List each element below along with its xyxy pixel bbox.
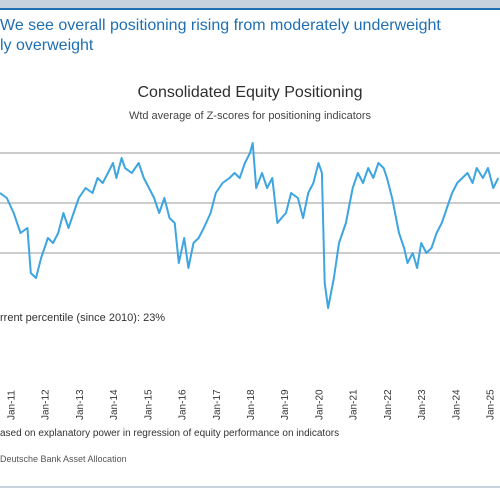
- chart-source: Deutsche Bank Asset Allocation: [0, 454, 127, 464]
- x-tick-label: Jan-17: [212, 389, 223, 420]
- x-tick-label: Jan-13: [75, 389, 86, 420]
- chart-title: Consolidated Equity Positioning: [137, 84, 363, 101]
- x-tick-label: Jan-22: [383, 389, 394, 420]
- x-tick-label: Jan-18: [246, 389, 257, 420]
- x-tick-label: Jan-16: [178, 389, 189, 420]
- bottom-rule: [0, 486, 500, 488]
- reference-lines: [0, 152, 500, 254]
- x-tick-label: Jan-14: [109, 389, 120, 420]
- x-tick-labels: Jan-11 Jan-12 Jan-13 Jan-14 Jan-15 Jan-16 Jan-…: [6, 389, 496, 420]
- header-band: [0, 0, 500, 8]
- x-tick-label: Jan-21: [349, 389, 360, 420]
- series-group: [0, 142, 500, 309]
- x-tick-label: Jan-23: [417, 389, 428, 420]
- x-tick-label: Jan-19: [280, 389, 291, 420]
- headline-line-1: We see overall positioning rising from m…: [0, 17, 441, 34]
- series-line-0: [0, 142, 500, 309]
- x-tick-label: Jan-12: [41, 389, 52, 420]
- x-tick-label: Jan-25: [486, 389, 497, 420]
- x-tick-label: Jan-15: [143, 389, 154, 420]
- line-chart: Jan-11 Jan-12 Jan-13 Jan-14 Jan-15 Jan-16 Jan-…: [0, 142, 500, 420]
- x-tick-label: Jan-24: [452, 389, 463, 420]
- current-percentile-annotation: rrent percentile (since 2010): 23%: [0, 312, 166, 324]
- chart-footnote: ased on explanatory power in regression …: [0, 428, 340, 439]
- x-tick-label: Jan-11: [6, 390, 17, 420]
- chart-subtitle: Wtd average of Z-scores for positioning …: [128, 110, 372, 122]
- x-tick-label: Jan-20: [315, 389, 326, 420]
- headline: We see overall positioning rising from m…: [0, 16, 500, 56]
- headline-line-2: ly overweight: [0, 37, 94, 54]
- header-rule: [0, 8, 500, 10]
